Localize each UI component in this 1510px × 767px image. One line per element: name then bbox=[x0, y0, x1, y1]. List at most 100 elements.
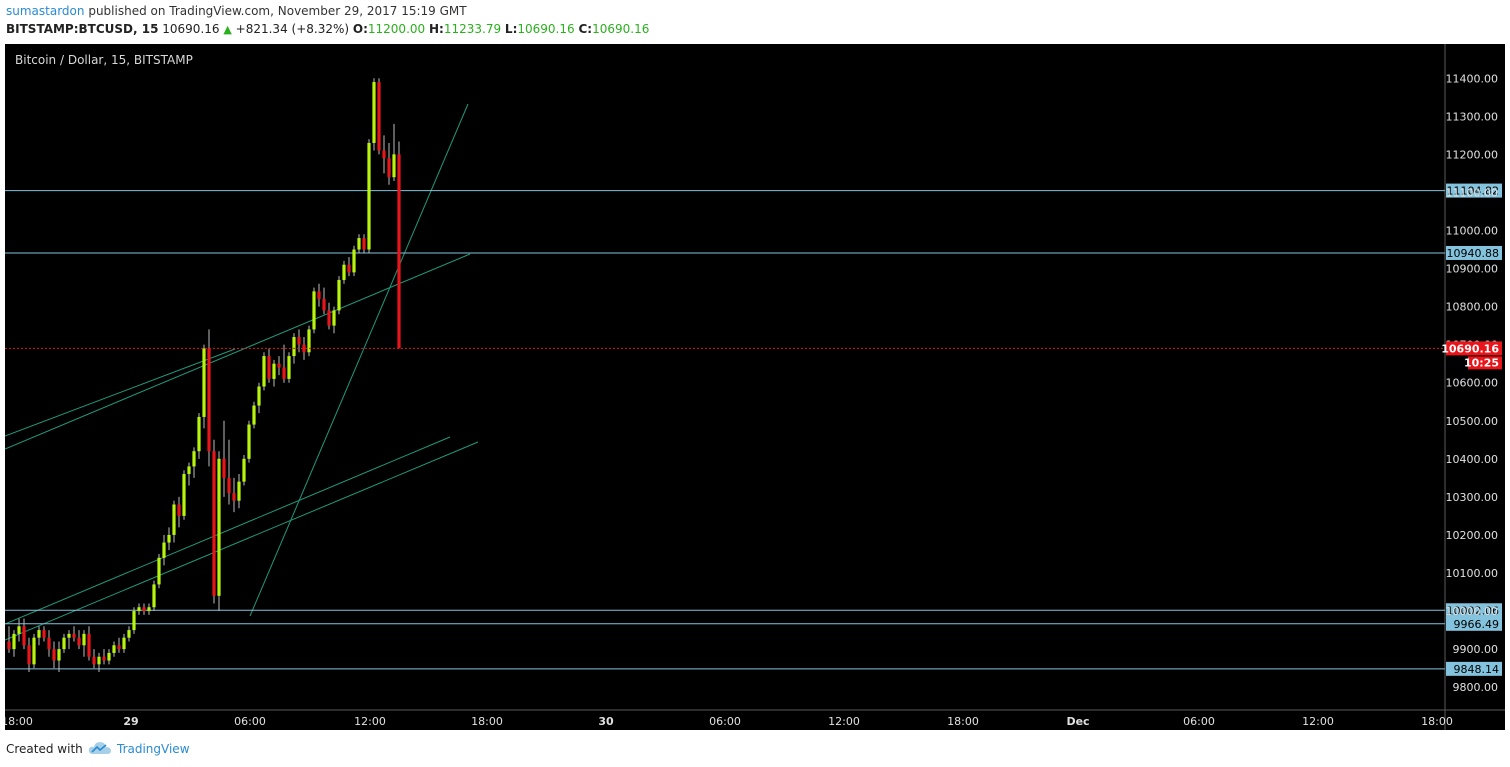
candle bbox=[257, 382, 261, 414]
candle bbox=[172, 500, 176, 543]
candle-body bbox=[292, 337, 296, 357]
candle-body bbox=[52, 649, 56, 661]
trend-line bbox=[4, 436, 451, 625]
candle-body bbox=[82, 633, 86, 646]
candle bbox=[382, 135, 386, 174]
y-tick-label: 11300.00 bbox=[1446, 110, 1499, 123]
candle-body bbox=[32, 637, 36, 665]
chart-title: Bitcoin / Dollar, 15, BITSTAMP bbox=[15, 53, 193, 67]
footer: Created with TradingView bbox=[0, 736, 1510, 767]
candle-body bbox=[387, 158, 391, 178]
candle bbox=[152, 580, 156, 612]
candle bbox=[102, 649, 106, 665]
candle bbox=[352, 245, 356, 277]
plot-area[interactable] bbox=[5, 44, 1445, 710]
candle bbox=[122, 633, 126, 653]
candle-body bbox=[367, 142, 371, 250]
tradingview-brand-link[interactable]: TradingView bbox=[117, 742, 190, 756]
level-label: 9966.49 bbox=[1454, 618, 1500, 631]
candle bbox=[357, 234, 361, 254]
y-tick-label: 11000.00 bbox=[1446, 224, 1499, 237]
level-badge bbox=[1446, 245, 1502, 260]
y-tick-label: 10800.00 bbox=[1446, 301, 1499, 314]
candle-body bbox=[182, 474, 186, 516]
candle-body bbox=[217, 458, 221, 596]
symbol-label: BITSTAMP:BTCUSD, 15 bbox=[6, 22, 159, 36]
candle-body bbox=[347, 264, 351, 273]
candle-body bbox=[317, 291, 321, 299]
candle-body bbox=[207, 348, 211, 452]
candle-body bbox=[12, 633, 16, 650]
candle bbox=[317, 283, 321, 307]
x-tick-label: 06:00 bbox=[709, 715, 741, 728]
candle-body bbox=[197, 416, 201, 452]
price-chart[interactable]: Bitcoin / Dollar, 15, BITSTAMP 11104.82 1… bbox=[1, 44, 1505, 730]
candle bbox=[242, 455, 246, 486]
candle bbox=[312, 287, 316, 334]
candle-body bbox=[337, 279, 341, 311]
candle-body bbox=[272, 363, 276, 379]
time-axis[interactable] bbox=[5, 710, 1505, 730]
candle bbox=[27, 637, 31, 672]
last-price: 10690.16 bbox=[162, 22, 220, 36]
candle bbox=[22, 618, 26, 650]
candle bbox=[37, 626, 41, 646]
candle-body bbox=[302, 344, 306, 353]
chart-canvas[interactable]: Bitcoin / Dollar, 15, BITSTAMP 11104.821… bbox=[1, 44, 1505, 730]
y-tick-label: 10100.00 bbox=[1446, 567, 1499, 580]
trendlines bbox=[4, 103, 479, 641]
candle-body bbox=[17, 626, 21, 634]
candle bbox=[337, 276, 341, 315]
level-badge bbox=[1446, 661, 1502, 676]
x-tick-label: 12:00 bbox=[1302, 715, 1334, 728]
close-value: 10690.16 bbox=[592, 22, 650, 36]
candle bbox=[77, 630, 81, 650]
candle-body bbox=[312, 291, 316, 330]
candle bbox=[107, 649, 111, 665]
candle bbox=[372, 78, 376, 151]
candle bbox=[92, 649, 96, 669]
candle-body bbox=[107, 652, 111, 661]
candle bbox=[282, 344, 286, 383]
candle-body bbox=[122, 637, 126, 650]
candle-body bbox=[187, 466, 191, 475]
candle-body bbox=[27, 645, 31, 665]
candle-body bbox=[87, 633, 91, 657]
y-tick-label: 10400.00 bbox=[1446, 453, 1499, 466]
candle-body bbox=[57, 649, 61, 661]
candle bbox=[182, 470, 186, 520]
candle-body bbox=[332, 310, 336, 326]
candle-body bbox=[67, 633, 71, 638]
close-label: C: bbox=[578, 22, 593, 36]
candle bbox=[137, 603, 141, 615]
candle bbox=[47, 630, 51, 657]
candle bbox=[207, 329, 211, 467]
candle bbox=[222, 420, 226, 497]
candle-body bbox=[147, 607, 151, 612]
trend-line bbox=[4, 253, 471, 450]
author-link[interactable]: sumastardon bbox=[6, 4, 85, 18]
candle bbox=[132, 607, 136, 634]
candle bbox=[62, 633, 66, 653]
candle bbox=[272, 359, 276, 387]
y-tick-label: 11200.00 bbox=[1446, 148, 1499, 161]
candle bbox=[322, 287, 326, 315]
last-price-label: 10690.16 bbox=[1441, 342, 1499, 355]
candle-body bbox=[397, 154, 401, 349]
candle-body bbox=[132, 611, 136, 631]
candle bbox=[252, 401, 256, 429]
level-label: 10940.88 bbox=[1447, 247, 1500, 260]
candle-body bbox=[117, 645, 121, 650]
candle-body bbox=[252, 405, 256, 425]
y-tick-label: 9800.00 bbox=[1453, 681, 1499, 694]
y-tick-label: 10900.00 bbox=[1446, 263, 1499, 276]
candle bbox=[227, 439, 231, 505]
candle bbox=[97, 652, 101, 672]
x-tick-label: 18:00 bbox=[1421, 715, 1453, 728]
candle-body bbox=[327, 310, 331, 326]
y-axis-labels: 9800.00 9900.00 10000.00 10100.00 10200.00 10… bbox=[1446, 72, 1499, 694]
price-axis[interactable] bbox=[1445, 44, 1505, 710]
tradingview-cloud-icon[interactable] bbox=[88, 740, 112, 756]
candle bbox=[387, 142, 391, 185]
candle bbox=[157, 553, 161, 589]
